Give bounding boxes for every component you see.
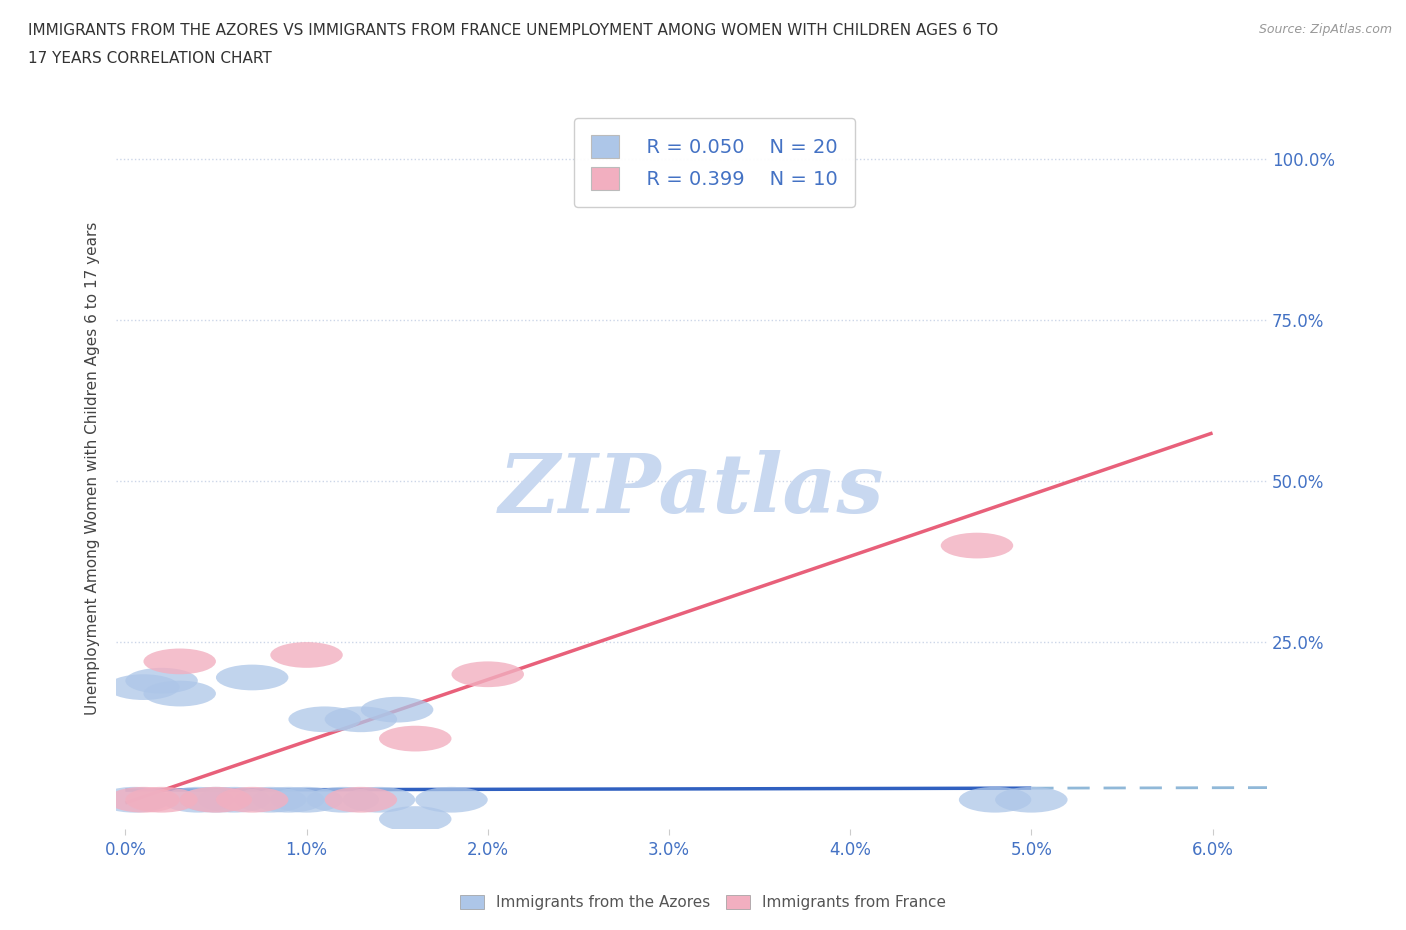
Text: ZIPatlas: ZIPatlas bbox=[499, 450, 884, 530]
Ellipse shape bbox=[288, 707, 361, 732]
Ellipse shape bbox=[325, 707, 396, 732]
Ellipse shape bbox=[995, 787, 1067, 813]
Ellipse shape bbox=[270, 787, 343, 813]
Text: Source: ZipAtlas.com: Source: ZipAtlas.com bbox=[1258, 23, 1392, 36]
Ellipse shape bbox=[107, 674, 180, 700]
Ellipse shape bbox=[252, 787, 325, 813]
Ellipse shape bbox=[143, 648, 217, 674]
Ellipse shape bbox=[343, 787, 415, 813]
Legend: Immigrants from the Azores, Immigrants from France: Immigrants from the Azores, Immigrants f… bbox=[451, 887, 955, 918]
Ellipse shape bbox=[959, 787, 1032, 813]
Ellipse shape bbox=[233, 787, 307, 813]
Legend:   R = 0.050    N = 20,   R = 0.399    N = 10: R = 0.050 N = 20, R = 0.399 N = 10 bbox=[574, 118, 855, 207]
Ellipse shape bbox=[162, 787, 233, 813]
Ellipse shape bbox=[307, 787, 380, 813]
Ellipse shape bbox=[107, 787, 180, 813]
Ellipse shape bbox=[270, 642, 343, 668]
Ellipse shape bbox=[198, 787, 270, 813]
Ellipse shape bbox=[125, 787, 198, 813]
Ellipse shape bbox=[98, 787, 170, 813]
Ellipse shape bbox=[217, 665, 288, 690]
Ellipse shape bbox=[941, 533, 1014, 558]
Ellipse shape bbox=[143, 681, 217, 707]
Ellipse shape bbox=[325, 787, 396, 813]
Y-axis label: Unemployment Among Women with Children Ages 6 to 17 years: Unemployment Among Women with Children A… bbox=[86, 221, 100, 715]
Ellipse shape bbox=[380, 725, 451, 751]
Ellipse shape bbox=[361, 697, 433, 723]
Ellipse shape bbox=[217, 787, 288, 813]
Ellipse shape bbox=[415, 787, 488, 813]
Ellipse shape bbox=[180, 787, 252, 813]
Text: 17 YEARS CORRELATION CHART: 17 YEARS CORRELATION CHART bbox=[28, 51, 271, 66]
Ellipse shape bbox=[380, 806, 451, 832]
Ellipse shape bbox=[125, 668, 198, 694]
Text: IMMIGRANTS FROM THE AZORES VS IMMIGRANTS FROM FRANCE UNEMPLOYMENT AMONG WOMEN WI: IMMIGRANTS FROM THE AZORES VS IMMIGRANTS… bbox=[28, 23, 998, 38]
Ellipse shape bbox=[180, 787, 252, 813]
Ellipse shape bbox=[451, 661, 524, 687]
